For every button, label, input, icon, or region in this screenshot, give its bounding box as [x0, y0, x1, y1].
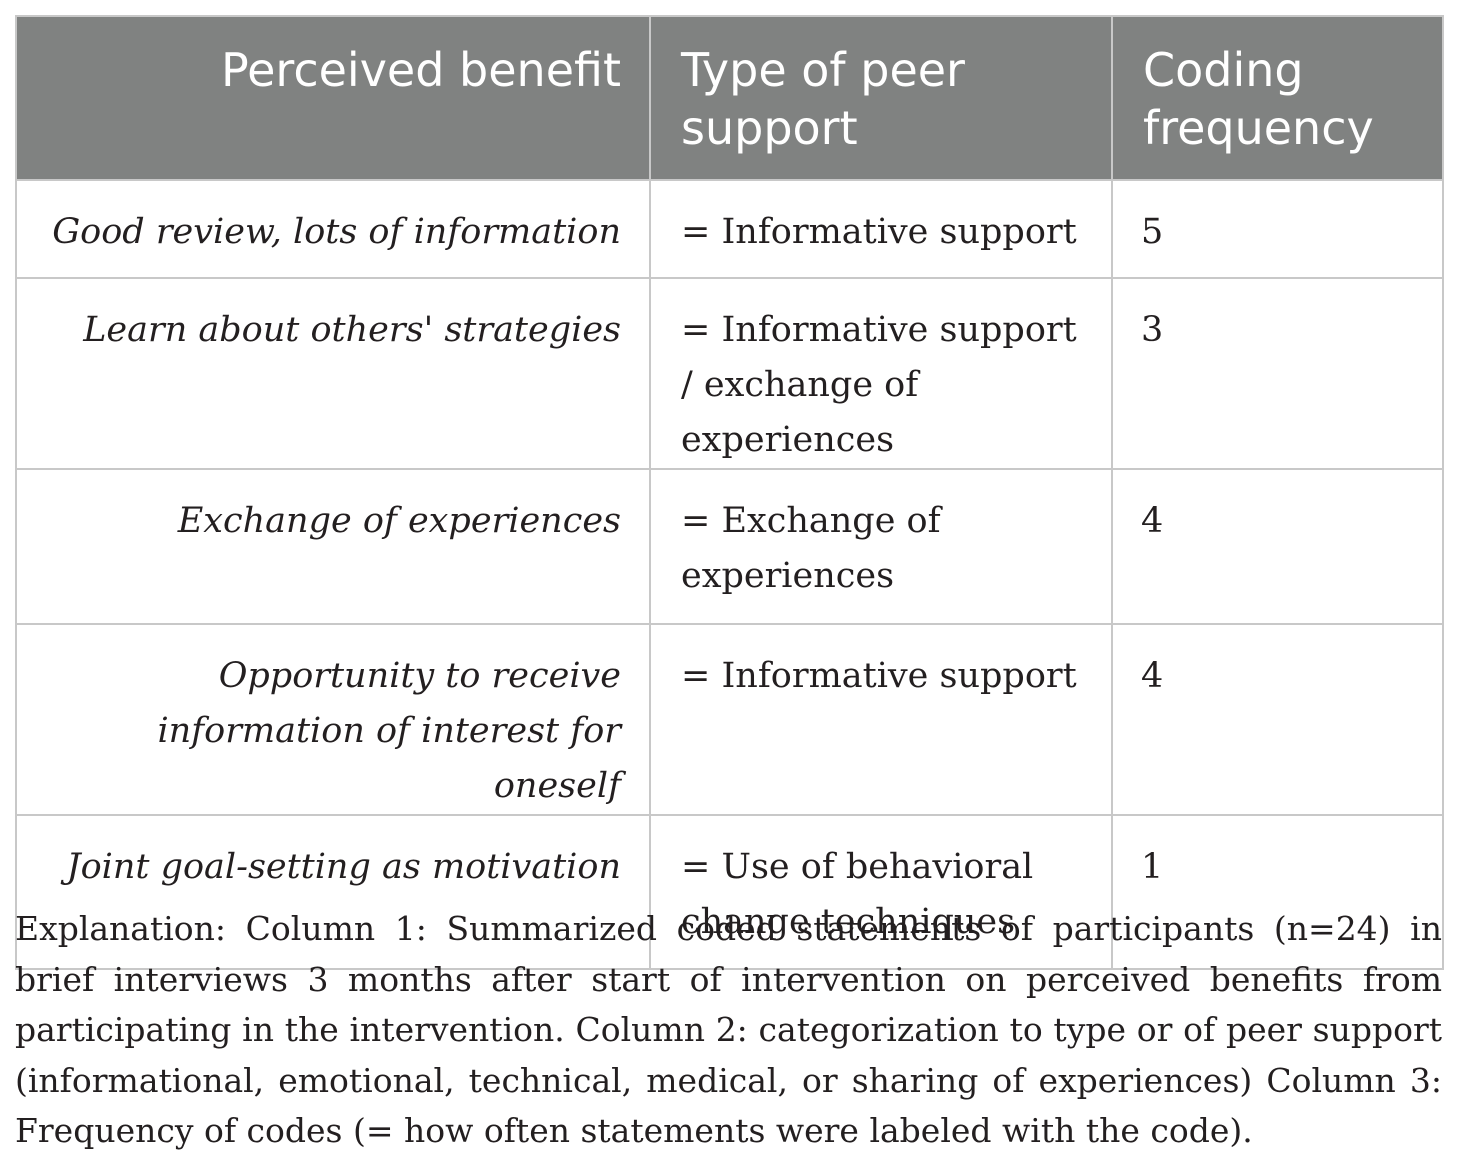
- table-row: Exchange of experiences = Exchange of ex…: [15, 468, 1444, 625]
- table-header: Perceived benefit Type of peer support C…: [15, 15, 1444, 181]
- cell-coding-frequency: 1: [1111, 814, 1444, 970]
- cell-type-of-peer-support: = Informative support / exchange of expe…: [649, 277, 1113, 470]
- cell-type-of-peer-support: = Exchange of experiences: [649, 468, 1113, 625]
- cell-coding-frequency: 4: [1111, 468, 1444, 625]
- peer-support-table: Perceived benefit Type of peer support C…: [15, 15, 1444, 970]
- cell-perceived-benefit: Exchange of experiences: [15, 468, 651, 625]
- table-row: Good review, lots of information = Infor…: [15, 179, 1444, 279]
- table-body: Good review, lots of information = Infor…: [15, 179, 1444, 970]
- header-type-of-peer-support: Type of peer support: [649, 15, 1113, 181]
- header-perceived-benefit: Perceived benefit: [15, 15, 651, 181]
- table-caption: Explanation: Column 1: Summarized coded …: [15, 909, 1442, 1150]
- cell-perceived-benefit: Learn about others' strategies: [15, 277, 651, 470]
- header-coding-frequency: Coding frequency: [1111, 15, 1444, 181]
- cell-type-of-peer-support: = Informative support: [649, 179, 1113, 279]
- table-row: Joint goal-setting as motivation = Use o…: [15, 814, 1444, 970]
- cell-perceived-benefit: Joint goal-setting as motivation: [15, 814, 651, 970]
- cell-type-of-peer-support: = Informative support: [649, 623, 1113, 816]
- header-row: Perceived benefit Type of peer support C…: [15, 15, 1444, 181]
- cell-type-of-peer-support: = Use of behavioral change techniques: [649, 814, 1113, 970]
- cell-perceived-benefit: Opportunity to receive information of in…: [15, 623, 651, 816]
- cell-coding-frequency: 4: [1111, 623, 1444, 816]
- cell-perceived-benefit: Good review, lots of information: [15, 179, 651, 279]
- table-row: Opportunity to receive information of in…: [15, 623, 1444, 816]
- table-row: Learn about others' strategies = Informa…: [15, 277, 1444, 470]
- cell-coding-frequency: 5: [1111, 179, 1444, 279]
- cell-coding-frequency: 3: [1111, 277, 1444, 470]
